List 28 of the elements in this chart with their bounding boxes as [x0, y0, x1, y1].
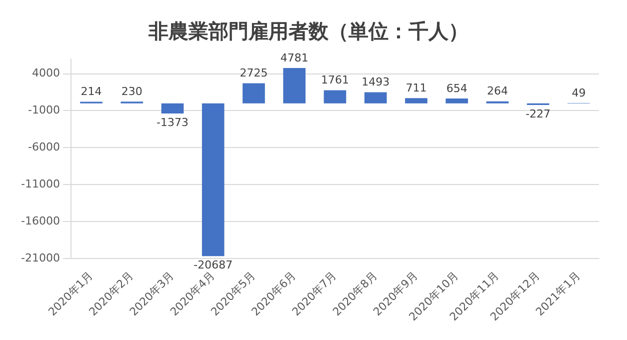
data-label: 1761: [320, 74, 349, 87]
data-label: 230: [121, 84, 142, 98]
data-label: 264: [486, 84, 508, 98]
bar: [324, 90, 346, 104]
bar: [405, 98, 428, 104]
data-label: 214: [80, 85, 102, 98]
data-label: 2725: [240, 66, 268, 80]
bar: [446, 98, 468, 104]
y-tick-label: -21000: [20, 251, 60, 264]
chart-title: 非農業部門雇用者数（単位：千人）: [148, 19, 468, 44]
data-label: -227: [526, 107, 551, 120]
data-label: 654: [446, 82, 468, 95]
y-tick-label: -16000: [20, 214, 60, 228]
bar: [242, 83, 265, 104]
bar: [202, 103, 224, 256]
data-label: 49: [572, 86, 586, 100]
bar: [161, 103, 184, 114]
data-label: 4781: [280, 51, 308, 64]
bar: [283, 68, 306, 104]
y-tick-label: -6000: [28, 140, 60, 154]
y-tick-label: 4000: [32, 66, 60, 80]
data-label: 711: [406, 81, 427, 94]
y-tick-label: -11000: [20, 177, 60, 190]
data-label: -1373: [156, 116, 188, 129]
y-tick-label: -1000: [28, 104, 60, 117]
data-label: -20687: [194, 258, 233, 272]
bar: [364, 92, 387, 104]
data-label: 1493: [362, 76, 390, 89]
